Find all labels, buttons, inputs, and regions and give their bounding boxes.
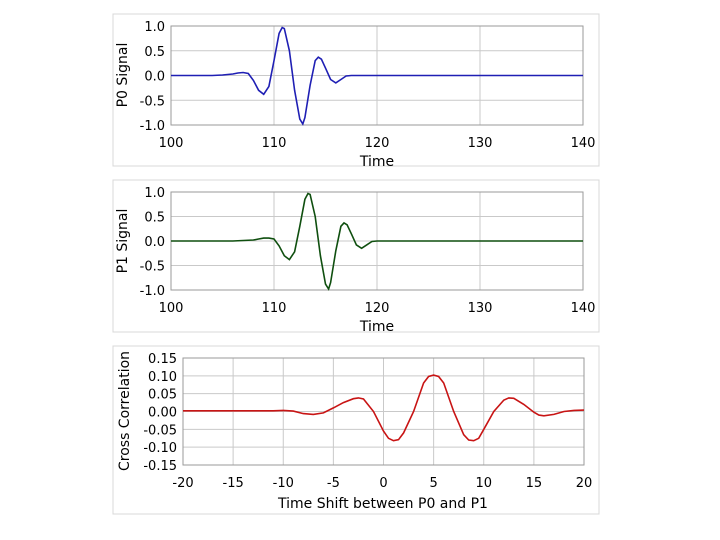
cross-correlation-panel: -20 -15 -10 -5 0 5 10 15 20 0.15 0.10 0.05 0.00 -0.05… xyxy=(112,345,600,515)
p1-signal-panel: 100 110 120 130 140 1.0 0.5 0.0 -0.5 -1.0 Time P1… xyxy=(112,179,600,335)
cc-x-tick-label: 5 xyxy=(429,476,437,491)
p0-ticks: 100 110 120 130 140 1.0 0.5 0.0 -0.5 -1.0 xyxy=(140,20,596,151)
cc-y-tick-label: 0.10 xyxy=(148,370,177,385)
p0-x-tick-label: 130 xyxy=(468,136,493,151)
cc-grid xyxy=(182,357,585,466)
p0-signal-line xyxy=(171,26,583,126)
p0-y-tick-label: -1.0 xyxy=(140,119,165,134)
p1-y-tick-label: 0.0 xyxy=(144,235,165,250)
cc-y-tick-label: 0.15 xyxy=(148,352,177,367)
p0-y-axis-label: P0 Signal xyxy=(115,43,131,108)
cc-y-tick-label: -0.05 xyxy=(143,423,177,438)
p1-ticks: 100 110 120 130 140 1.0 0.5 0.0 -0.5 -1.0 xyxy=(140,186,596,316)
cross-correlation-line xyxy=(183,374,585,442)
p1-x-tick-label: 100 xyxy=(159,301,184,316)
cc-y-tick-label: -0.10 xyxy=(143,441,177,456)
p0-y-tick-label: -0.5 xyxy=(140,94,165,109)
p1-x-axis-label: Time xyxy=(359,319,394,335)
p0-x-tick-label: 100 xyxy=(159,136,184,151)
p1-panel-frame xyxy=(112,179,600,333)
cc-x-tick-label: -5 xyxy=(327,476,340,491)
cc-y-tick-label: -0.15 xyxy=(143,459,177,474)
cc-x-tick-label: 0 xyxy=(379,476,387,491)
cc-panel-frame xyxy=(112,345,600,515)
p0-signal-panel: 100 110 120 130 140 1.0 0.5 0.0 -0.5 -1.0 Time P0… xyxy=(112,13,600,170)
cc-x-tick-label: 20 xyxy=(576,476,593,491)
p1-x-tick-label: 140 xyxy=(571,301,596,316)
cc-x-tick-label: -10 xyxy=(273,476,294,491)
p1-x-tick-label: 120 xyxy=(365,301,390,316)
cc-x-tick-label: 10 xyxy=(475,476,492,491)
cc-x-tick-label: -20 xyxy=(172,476,193,491)
p1-y-tick-label: 1.0 xyxy=(144,186,165,201)
cc-x-tick-label: -15 xyxy=(223,476,244,491)
p1-y-tick-label: 0.5 xyxy=(144,211,165,226)
p0-x-tick-label: 120 xyxy=(365,136,390,151)
cc-y-tick-label: 0.05 xyxy=(148,388,177,403)
p0-x-axis-label: Time xyxy=(359,154,394,170)
p0-y-tick-label: 0.5 xyxy=(144,45,165,60)
p1-y-tick-label: -1.0 xyxy=(140,284,165,299)
cc-x-tick-label: 15 xyxy=(526,476,543,491)
p0-y-tick-label: 0.0 xyxy=(144,70,165,85)
cc-y-axis-label: Cross Correlation xyxy=(117,351,133,471)
p1-y-tick-label: -0.5 xyxy=(140,260,165,275)
p0-x-tick-label: 110 xyxy=(262,136,287,151)
p0-y-tick-label: 1.0 xyxy=(144,20,165,35)
cc-ticks: -20 -15 -10 -5 0 5 10 15 20 0.15 0.10 0.05 0.00 -0.05… xyxy=(143,352,592,491)
p0-x-tick-label: 140 xyxy=(571,136,596,151)
p1-signal-line xyxy=(171,192,583,291)
cc-y-tick-label: 0.00 xyxy=(148,406,177,421)
p1-x-tick-label: 130 xyxy=(468,301,493,316)
cc-x-axis-label: Time Shift between P0 and P1 xyxy=(277,496,488,512)
p0-panel-frame xyxy=(112,13,600,167)
p1-x-tick-label: 110 xyxy=(262,301,287,316)
p1-y-axis-label: P1 Signal xyxy=(115,209,131,274)
